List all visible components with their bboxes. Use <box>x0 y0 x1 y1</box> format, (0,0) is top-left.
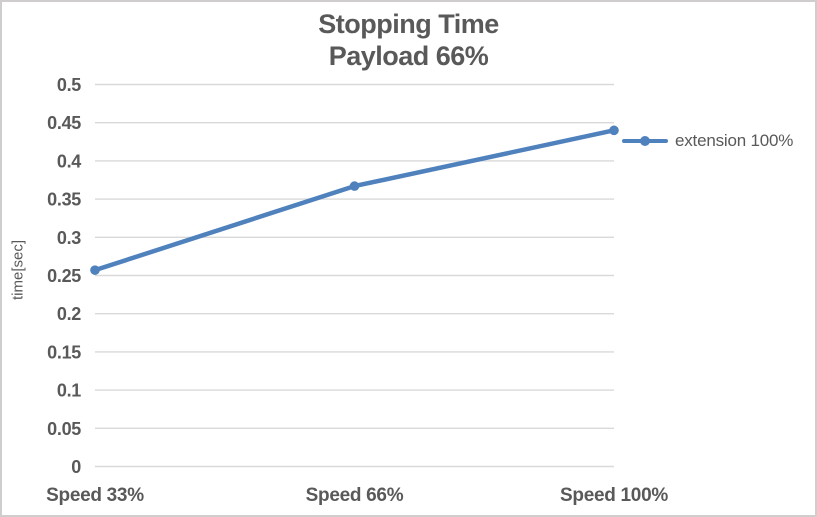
y-tick-label-0: 0 <box>71 457 81 477</box>
y-tick-label-5: 0.25 <box>47 266 81 286</box>
x-tick-label-2: Speed 100% <box>560 485 668 506</box>
y-tick-label-9: 0.45 <box>47 113 81 133</box>
y-tick-label-4: 0.2 <box>57 304 81 324</box>
y-tick-label-1: 0.05 <box>47 419 81 439</box>
y-tick-label-10: 0.5 <box>57 75 81 95</box>
legend-series-label: extension 100% <box>675 130 794 150</box>
legend: extension 100% <box>622 129 793 152</box>
chart-title: Stopping Time Payload 66% <box>2 8 815 72</box>
chart-title-line2: Payload 66% <box>328 41 489 71</box>
data-point-0-1 <box>349 181 360 191</box>
legend-dot-icon <box>640 135 650 146</box>
x-tick-label-0: Speed 33% <box>46 485 144 506</box>
x-tick-label-1: Speed 66% <box>306 485 404 506</box>
data-point-0-2 <box>609 125 619 136</box>
y-tick-label-3: 0.15 <box>47 342 81 362</box>
chart-title-line1: Stopping Time <box>318 9 499 39</box>
y-tick-label-2: 0.1 <box>57 381 81 401</box>
y-tick-label-7: 0.35 <box>47 190 81 210</box>
y-tick-label-8: 0.4 <box>57 151 81 171</box>
legend-line-marker-icon <box>622 135 668 146</box>
data-point-0-0 <box>90 265 100 275</box>
y-tick-label-6: 0.3 <box>57 228 81 248</box>
series-line-0 <box>92 128 617 273</box>
